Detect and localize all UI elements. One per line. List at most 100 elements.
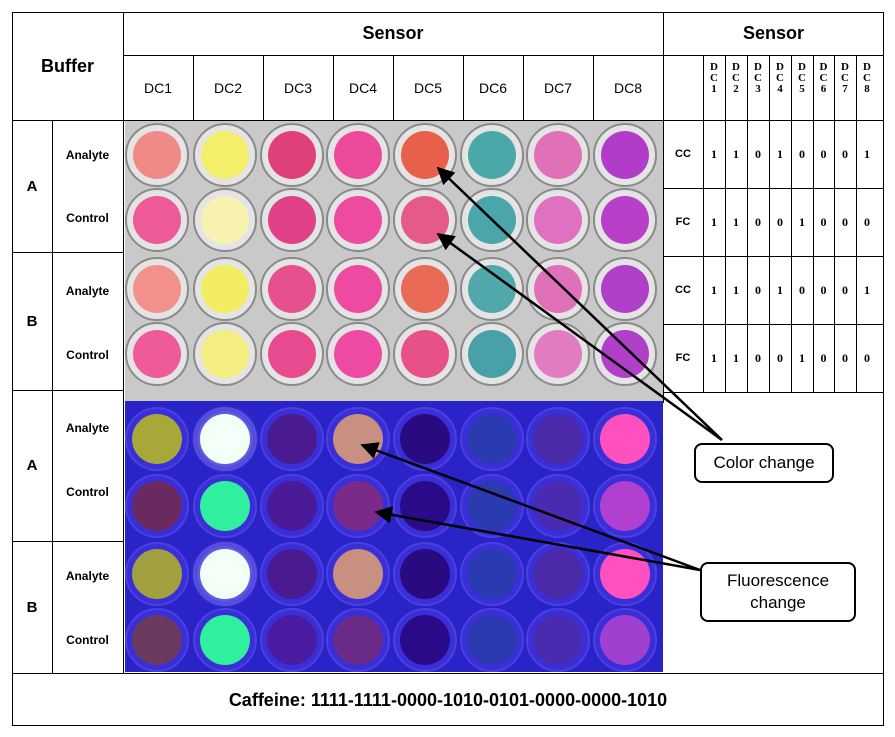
- grid-line: [12, 541, 123, 542]
- code-cell: 0: [755, 146, 761, 161]
- well-visible: [468, 265, 516, 313]
- code-cell: 0: [799, 282, 805, 297]
- code-row-type: CC: [675, 284, 691, 296]
- grid-line: [769, 56, 770, 392]
- well-visible: [401, 330, 449, 378]
- grid-line: [12, 390, 123, 391]
- well-visible: [268, 265, 316, 313]
- row-label-control: Control: [66, 211, 109, 225]
- well-uv: [333, 481, 383, 531]
- well-uv: [267, 615, 317, 665]
- grid-line: [813, 56, 814, 392]
- buffer-label-upper-b: B: [26, 312, 38, 330]
- well-visible: [201, 330, 249, 378]
- well-visible: [334, 265, 382, 313]
- code-cell: 1: [711, 214, 717, 229]
- well-visible: [534, 330, 582, 378]
- well-visible: [534, 196, 582, 244]
- well-visible: [268, 196, 316, 244]
- grid-line: [663, 392, 884, 393]
- code-cell: 0: [820, 146, 827, 161]
- well-visible: [201, 265, 249, 313]
- well-visible: [133, 330, 181, 378]
- code-cell: 0: [777, 350, 783, 365]
- well-uv: [467, 549, 517, 599]
- row-label-analyte: Analyte: [65, 148, 110, 162]
- well-uv: [533, 549, 583, 599]
- well-visible: [534, 265, 582, 313]
- grid-line: [333, 55, 334, 120]
- sensor-column-dc6: DC6: [478, 80, 507, 96]
- grid-line: [593, 55, 594, 120]
- grid-line: [123, 55, 884, 56]
- grid-line: [791, 56, 792, 392]
- code-cell: 0: [755, 282, 761, 297]
- well-visible: [133, 265, 181, 313]
- grid-line: [123, 12, 124, 673]
- well-uv: [132, 414, 182, 464]
- callout-color-change: Color change: [694, 443, 834, 483]
- well-uv: [467, 481, 517, 531]
- code-cell: 1: [777, 282, 783, 297]
- grid-line: [725, 56, 726, 392]
- buffer-label-upper-a: A: [26, 177, 38, 195]
- grid-line: [52, 120, 53, 673]
- well-uv: [200, 481, 250, 531]
- code-cell: 1: [733, 350, 739, 365]
- well-visible: [133, 131, 181, 179]
- well-uv: [600, 549, 650, 599]
- well-visible: [201, 196, 249, 244]
- well-glow: [191, 540, 259, 608]
- grid-line: [463, 55, 464, 120]
- buffer-header: Buffer: [41, 55, 94, 76]
- well-uv: [132, 615, 182, 665]
- arrow-fluorescence-change-control: [374, 506, 701, 572]
- well-uv: [533, 414, 583, 464]
- well-uv: [267, 549, 317, 599]
- well-visible: [468, 131, 516, 179]
- grid-line: [263, 55, 264, 120]
- code-cell: 0: [820, 214, 827, 229]
- well-uv: [200, 615, 250, 665]
- well-visible: [468, 330, 516, 378]
- code-column-header: D C 5: [798, 61, 806, 95]
- code-column-header: D C 4: [776, 61, 784, 95]
- grid-line: [393, 55, 394, 120]
- code-cell: 0: [842, 350, 848, 365]
- code-cell: 1: [799, 214, 805, 229]
- sensor-column-dc3: DC3: [283, 80, 312, 96]
- code-column-header: D C 3: [754, 61, 762, 95]
- row-label-analyte: Analyte: [65, 284, 110, 298]
- code-row-type: CC: [675, 148, 691, 160]
- grid-line: [663, 12, 664, 403]
- figure-frame: [12, 12, 884, 726]
- buffer-label-lower-b: B: [26, 598, 38, 616]
- well-uv: [132, 481, 182, 531]
- code-cell: 1: [777, 146, 783, 161]
- grid-line: [663, 256, 884, 257]
- code-cell: 1: [799, 350, 805, 365]
- callout-fluorescence-change: Fluorescence change: [700, 562, 856, 622]
- row-label-analyte: Analyte: [65, 569, 110, 583]
- code-cell: 0: [842, 214, 848, 229]
- code-cell: 0: [799, 146, 805, 161]
- arrow-color-change-analyte: [436, 166, 723, 441]
- well-uv: [533, 481, 583, 531]
- well-visible: [334, 330, 382, 378]
- row-label-control: Control: [66, 633, 109, 647]
- well-glow: [191, 405, 259, 473]
- code-column-header: D C 1: [710, 61, 718, 95]
- arrow-color-change-control: [436, 232, 723, 442]
- row-label-analyte: Analyte: [65, 421, 110, 435]
- sensor-column-dc2: DC2: [213, 80, 242, 96]
- well-uv: [267, 414, 317, 464]
- code-cell: 0: [777, 214, 783, 229]
- sensor-header-left: Sensor: [362, 23, 424, 43]
- well-uv: [467, 615, 517, 665]
- well-visible: [401, 196, 449, 244]
- well-visible: [601, 265, 649, 313]
- well-uv: [132, 549, 182, 599]
- grid-line: [193, 55, 194, 120]
- sensor-column-dc4: DC4: [348, 80, 377, 96]
